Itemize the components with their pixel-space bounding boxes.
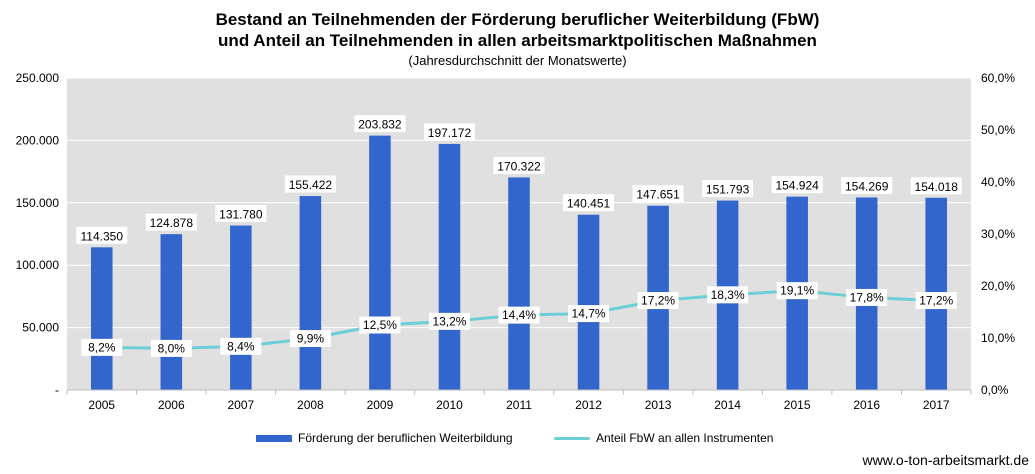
y-right-tick-label: 50,0% bbox=[981, 123, 1015, 137]
chart-subtitle: (Jahresdurchschnitt der Monatswerte) bbox=[408, 53, 627, 68]
bar-label-bg bbox=[215, 205, 267, 223]
line-value-label: 14,7% bbox=[572, 307, 606, 321]
chart-title-line1: Bestand an Teilnehmenden der Förderung b… bbox=[215, 10, 820, 29]
line-label-bg bbox=[707, 286, 749, 304]
line-label-bg bbox=[846, 288, 888, 306]
line-value-label: 14,4% bbox=[502, 308, 536, 322]
bar-value-label: 140.451 bbox=[567, 197, 611, 211]
bar-label-bg bbox=[423, 123, 475, 141]
x-tick-label: 2011 bbox=[506, 398, 532, 412]
bar bbox=[369, 135, 391, 390]
bar-value-label: 170.322 bbox=[497, 159, 541, 173]
bar-value-label: 151.793 bbox=[706, 183, 750, 197]
y-left-tick-label: 150.000 bbox=[16, 196, 60, 210]
line-value-label: 17,8% bbox=[850, 290, 884, 304]
bar bbox=[160, 234, 183, 390]
legend-line-swatch bbox=[554, 436, 590, 440]
bar-value-label: 154.924 bbox=[775, 179, 819, 193]
line-value-label: 8,4% bbox=[227, 339, 255, 353]
y-right-tick-label: 0,0% bbox=[981, 383, 1009, 397]
x-tick-label: 2009 bbox=[367, 398, 394, 412]
x-tick-label: 2017 bbox=[923, 398, 950, 412]
line-value-label: 13,2% bbox=[432, 314, 466, 328]
bar-label-bg bbox=[563, 194, 615, 212]
bar bbox=[299, 196, 322, 390]
line-label-bg bbox=[289, 330, 331, 348]
y-right-tick-label: 40,0% bbox=[981, 175, 1015, 189]
bar bbox=[230, 225, 252, 390]
x-tick-label: 2012 bbox=[575, 398, 602, 412]
bar-value-label: 147.651 bbox=[636, 188, 680, 202]
x-tick-label: 2015 bbox=[784, 398, 811, 412]
x-tick-label: 2016 bbox=[853, 398, 880, 412]
y-left-tick-label: 50.000 bbox=[22, 321, 59, 335]
y-left-tick-label: 250.000 bbox=[16, 71, 60, 85]
legend-bar-swatch bbox=[256, 434, 292, 442]
bar-value-label: 154.018 bbox=[915, 180, 959, 194]
x-tick-label: 2010 bbox=[436, 398, 463, 412]
x-tick-label: 2008 bbox=[297, 398, 324, 412]
legend-bar-label: Förderung der beruflichen Weiterbildung bbox=[298, 431, 513, 445]
y-right-tick-label: 10,0% bbox=[981, 331, 1015, 345]
bar-label-bg bbox=[354, 115, 406, 133]
y-left-tick-label: 200.000 bbox=[16, 133, 60, 147]
line-label-bg bbox=[498, 306, 540, 324]
bar-value-label: 124.878 bbox=[150, 216, 194, 230]
line-label-bg bbox=[428, 312, 470, 330]
line-label-bg bbox=[776, 282, 818, 300]
bar bbox=[577, 214, 600, 390]
bar-label-bg bbox=[771, 176, 823, 194]
bar-value-label: 154.269 bbox=[845, 179, 889, 193]
x-tick-label: 2007 bbox=[227, 398, 254, 412]
line-label-bg bbox=[637, 292, 679, 310]
legend-line-label: Anteil FbW an allen Instrumenten bbox=[596, 431, 774, 445]
y-right-tick-label: 20,0% bbox=[981, 279, 1015, 293]
x-tick-label: 2006 bbox=[158, 398, 185, 412]
bar-value-label: 203.832 bbox=[358, 118, 402, 132]
legend-item-bars: Förderung der beruflichen Weiterbildung bbox=[256, 431, 513, 445]
bar-label-bg bbox=[76, 226, 128, 244]
line-value-label: 19,1% bbox=[780, 284, 814, 298]
line-label-bg bbox=[150, 339, 192, 357]
legend-item-line: Anteil FbW an allen Instrumenten bbox=[554, 431, 773, 445]
x-tick-label: 2014 bbox=[714, 398, 741, 412]
x-tick-label: 2013 bbox=[645, 398, 672, 412]
line-value-label: 8,2% bbox=[88, 340, 116, 354]
bar-label-bg bbox=[493, 156, 545, 174]
line-value-label: 9,9% bbox=[297, 332, 325, 346]
x-tick-label: 2005 bbox=[88, 398, 115, 412]
y-right-tick-label: 60,0% bbox=[981, 71, 1015, 85]
line-label-bg bbox=[915, 292, 957, 310]
y-right-tick-label: 30,0% bbox=[981, 227, 1015, 241]
bar-value-label: 155.422 bbox=[289, 178, 333, 192]
bar-value-label: 131.780 bbox=[219, 208, 263, 222]
y-left-tick-label: 100.000 bbox=[16, 258, 60, 272]
line-label-bg bbox=[81, 338, 123, 356]
bar bbox=[90, 247, 113, 390]
line-label-bg bbox=[220, 337, 262, 355]
bar-value-label: 114.350 bbox=[81, 229, 124, 243]
bar-value-label: 197.172 bbox=[428, 126, 472, 140]
y-left-tick-label: - bbox=[55, 383, 59, 397]
bar-label-bg bbox=[284, 175, 336, 193]
line-value-label: 12,5% bbox=[363, 318, 397, 332]
line-label-bg bbox=[359, 316, 401, 334]
source-text: www.o-ton-arbeitsmarkt.de bbox=[862, 452, 1029, 468]
bar bbox=[508, 177, 530, 390]
chart-title-line2: und Anteil an Teilnehmenden in allen arb… bbox=[218, 31, 817, 50]
line-label-bg bbox=[568, 305, 610, 323]
bar-label-bg bbox=[145, 213, 197, 231]
bar-label-bg bbox=[632, 185, 684, 203]
line-value-label: 8,0% bbox=[158, 341, 186, 355]
bar bbox=[438, 143, 461, 390]
line-value-label: 18,3% bbox=[711, 288, 745, 302]
bar-label-bg bbox=[841, 176, 893, 194]
line-value-label: 17,2% bbox=[641, 294, 675, 308]
line-value-label: 17,2% bbox=[919, 294, 953, 308]
bar-label-bg bbox=[910, 177, 962, 195]
bar-label-bg bbox=[702, 180, 754, 198]
